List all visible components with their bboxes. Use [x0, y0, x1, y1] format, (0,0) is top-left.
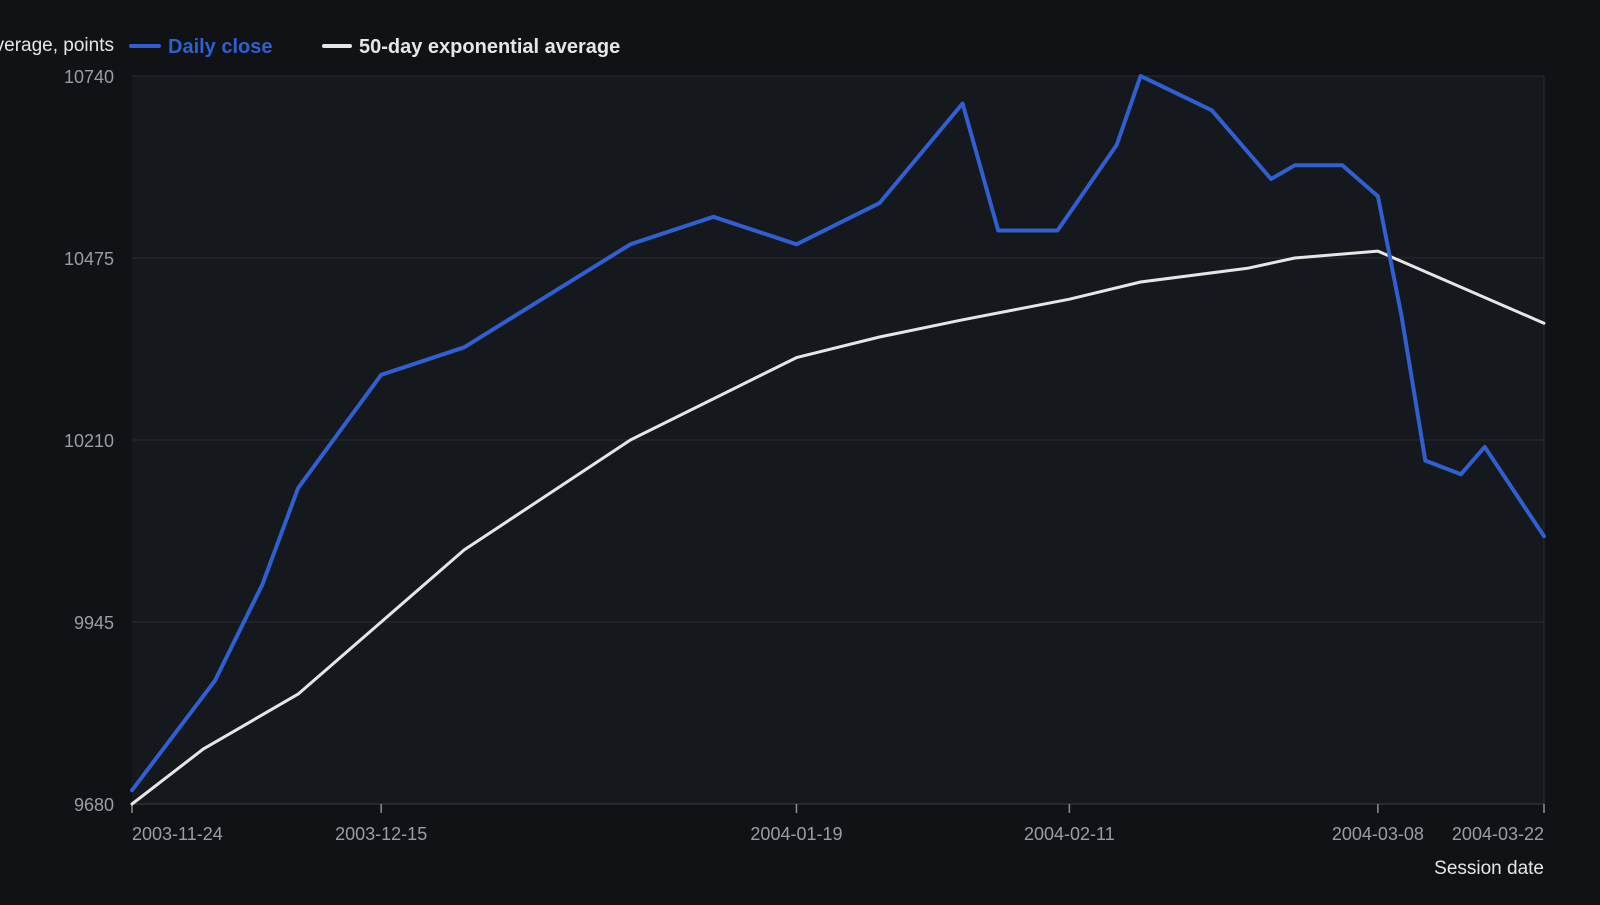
x-tick-label: 2003-11-24 [132, 824, 223, 844]
x-tick-label: 2004-02-11 [1024, 824, 1115, 844]
x-tick-label: 2004-03-22 [1452, 824, 1544, 844]
y-tick-label: 10210 [64, 431, 114, 451]
y-tick-label: 9680 [74, 795, 114, 815]
x-axis-label: Session date [1434, 858, 1544, 879]
y-tick-label: 10740 [64, 67, 114, 87]
series-lines [130, 74, 1546, 806]
y-axis-label: Index level and average, points [0, 35, 114, 56]
legend-label-daily-close: Daily close [168, 36, 273, 58]
y-tick-label: 9945 [74, 613, 114, 633]
series-line-50-day-average [130, 249, 1546, 806]
x-tick-label: 2004-01-19 [750, 824, 842, 844]
y-tick-label: 10475 [64, 249, 114, 269]
x-tick-label: 2003-12-15 [335, 824, 427, 844]
legend: Index level and average, points Daily cl… [0, 35, 620, 58]
axes: 9680 9945 10210 10475 10740 2003-11-24 2003-12… [64, 67, 1545, 844]
legend-label-50-day-average: 50-day exponential average [359, 36, 620, 58]
series-line-daily-close [130, 74, 1546, 793]
x-tick-label: 2004-03-08 [1332, 824, 1424, 844]
